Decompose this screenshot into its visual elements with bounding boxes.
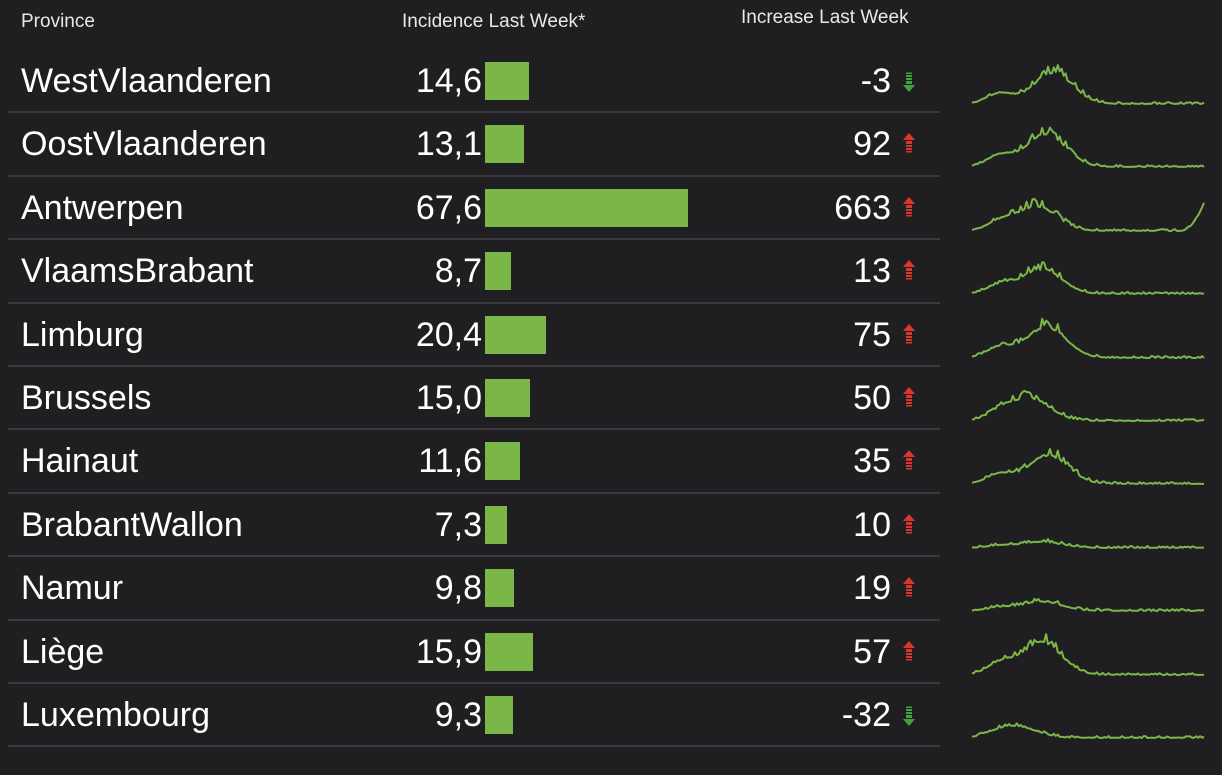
trend-sparkline [971, 64, 1205, 105]
incidence-value: 67,6 [415, 188, 482, 227]
table-row: Hainaut 11,6 35 [8, 430, 1222, 495]
province-name: Brussels [21, 378, 152, 417]
incidence-bar [485, 442, 520, 481]
province-name: Luxembourg [21, 695, 211, 734]
province-name: Antwerpen [21, 188, 184, 227]
table-row: BrabantWallon 7,3 10 [8, 494, 1222, 558]
increase-value: -3 [860, 62, 891, 100]
trend-sparkline [971, 448, 1205, 486]
incidence-value: 20,4 [415, 315, 482, 354]
increase-value: -32 [841, 695, 891, 734]
incidence-bar [485, 188, 688, 227]
arrow-up-icon [903, 577, 915, 597]
increase-value: 50 [853, 378, 891, 417]
increase-value: 57 [853, 632, 891, 671]
trend-sparkline [971, 261, 1205, 296]
province-name: Hainaut [21, 442, 139, 481]
incidence-bar [485, 505, 507, 544]
incidence-value: 13,1 [415, 125, 482, 164]
incidence-bar [485, 569, 514, 608]
table-row: Antwerpen 67,6 663 [8, 177, 1222, 241]
incidence-bar [485, 252, 511, 291]
trend-sparkline [971, 598, 1205, 613]
trend-sparkline [971, 197, 1205, 232]
arrow-up-icon [903, 450, 915, 470]
incidence-bar [485, 315, 546, 354]
province-name: BrabantWallon [21, 505, 243, 544]
province-name: Namur [21, 569, 124, 608]
incidence-bar [485, 378, 530, 417]
table-row: VlaamsBrabant 8,7 13 [8, 240, 1222, 304]
province-name: Limburg [21, 315, 144, 354]
table-row: Namur 9,8 19 [8, 557, 1222, 621]
trend-sparkline [971, 537, 1204, 549]
increase-value: 10 [853, 505, 891, 544]
incidence-bar [485, 125, 524, 164]
trend-sparkline [971, 722, 1205, 739]
header-increase: Increase Last Week [741, 7, 909, 28]
arrow-up-icon [903, 133, 915, 153]
incidence-bar [485, 632, 533, 671]
arrow-up-icon [903, 513, 915, 534]
increase-value: 92 [853, 125, 891, 164]
arrow-up-icon [903, 260, 915, 280]
incidence-value: 15,9 [415, 632, 482, 671]
table-row: Luxembourg 9,3 -32 [8, 684, 1222, 748]
arrow-up-icon [903, 386, 915, 407]
incidence-value: 7,3 [434, 505, 482, 544]
province-name: WestVlaanderen [21, 62, 272, 100]
incidence-value: 9,3 [434, 695, 482, 734]
trend-sparkline [971, 632, 1205, 676]
increase-value: 663 [834, 188, 891, 227]
trend-sparkline [971, 389, 1205, 422]
trend-sparkline [971, 317, 1205, 359]
province-name: Liège [21, 632, 105, 671]
increase-value: 13 [853, 252, 891, 291]
trend-sparkline [971, 127, 1205, 169]
province-name: OostVlaanderen [21, 125, 267, 164]
incidence-value: 9,8 [434, 569, 482, 608]
table-row: WestVlaanderen 14,6 -3 [8, 50, 1222, 114]
incidence-bar [485, 62, 529, 100]
table-row: Brussels 15,0 50 [8, 367, 1222, 431]
increase-value: 19 [853, 569, 891, 608]
header-incidence: Incidence Last Week* [402, 11, 586, 32]
incidence-value: 11,6 [418, 442, 482, 481]
increase-value: 35 [853, 442, 891, 481]
table-row: OostVlaanderen 13,1 92 [8, 113, 1222, 178]
province-rows: WestVlaanderen 14,6 -3 OostVlaanderen 13,1 92… [8, 50, 1222, 748]
table-row: Limburg 20,4 75 [8, 304, 1222, 368]
header-province: Province [21, 11, 95, 32]
incidence-value: 8,7 [434, 252, 482, 291]
arrow-up-icon [903, 196, 915, 217]
increase-value: 75 [853, 315, 891, 354]
table-row: Liège 15,9 57 [8, 621, 1222, 685]
province-name: VlaamsBrabant [21, 252, 254, 291]
incidence-value: 14,6 [415, 62, 482, 100]
incidence-bar [485, 695, 513, 734]
arrow-up-icon [903, 323, 915, 344]
arrow-down-icon [903, 72, 915, 92]
arrow-up-icon [903, 640, 915, 661]
arrow-down-icon [903, 706, 915, 726]
incidence-value: 15,0 [415, 378, 482, 417]
